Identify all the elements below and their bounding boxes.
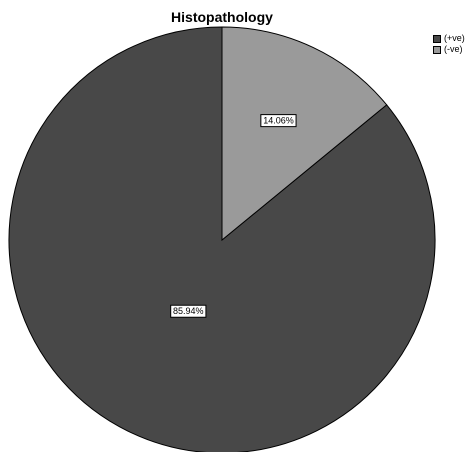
svg-text:14.06%: 14.06% (263, 116, 294, 126)
svg-text:85.94%: 85.94% (173, 306, 204, 316)
legend-label-positive: (+ve) (444, 33, 465, 43)
pie-slice-negative (221, 26, 388, 242)
legend-item-negative: (-ve) (433, 44, 465, 55)
legend-swatch-positive (433, 34, 441, 43)
pie-slice-label-positive: 85.94% (170, 304, 207, 318)
pie-slice-positive (8, 26, 436, 452)
legend-label-negative: (-ve) (444, 44, 463, 54)
legend-swatch-negative (433, 45, 441, 54)
pie-slice-label-negative: 14.06% (260, 114, 297, 128)
chart-legend: (+ve) (-ve) (433, 33, 465, 55)
legend-item-positive: (+ve) (433, 33, 465, 44)
chart-title: Histopathology (171, 9, 273, 25)
